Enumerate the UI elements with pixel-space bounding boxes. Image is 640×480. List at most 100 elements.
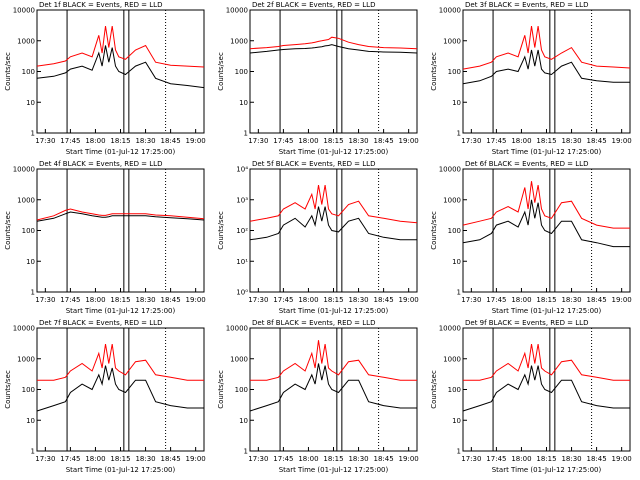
x-tick-label: 18:00 bbox=[85, 137, 105, 145]
plot-frame bbox=[36, 168, 205, 293]
x-tick-label: 19:00 bbox=[186, 455, 206, 463]
y-axis-label: Counts/sec bbox=[4, 370, 12, 409]
series-line bbox=[36, 45, 205, 89]
x-tick-label: 18:45 bbox=[161, 137, 181, 145]
x-tick-label: 17:45 bbox=[486, 137, 506, 145]
x-tick-label: 18:00 bbox=[511, 455, 531, 463]
x-tick-label: 17:45 bbox=[60, 137, 80, 145]
x-tick-label: 18:30 bbox=[348, 455, 368, 463]
x-tick-label: 18:30 bbox=[135, 455, 155, 463]
x-tick-label: 17:45 bbox=[486, 455, 506, 463]
x-tick-label: 18:30 bbox=[561, 296, 581, 304]
plot-frame bbox=[36, 9, 205, 134]
series-line bbox=[249, 206, 417, 241]
y-tick-label: 100 bbox=[235, 68, 248, 76]
panel-title: Det 3f BLACK = Events, RED = LLD bbox=[465, 1, 588, 9]
y-tick-label: 100 bbox=[22, 227, 35, 235]
x-tick-label: 18:30 bbox=[561, 137, 581, 145]
y-tick-label: 1000 bbox=[443, 355, 461, 363]
x-tick-label: 18:00 bbox=[298, 137, 318, 145]
x-tick-label: 18:45 bbox=[374, 137, 394, 145]
x-tick-label: 17:45 bbox=[273, 296, 293, 304]
x-tick-label: 18:30 bbox=[135, 137, 155, 145]
x-tick-label: 18:15 bbox=[323, 296, 343, 304]
y-tick-label: 10000 bbox=[439, 166, 461, 174]
x-tick-label: 17:30 bbox=[248, 137, 268, 145]
x-tick-label: 18:15 bbox=[536, 296, 556, 304]
x-tick-label: 17:45 bbox=[486, 296, 506, 304]
y-tick-label: 10000 bbox=[13, 325, 35, 333]
y-tick-label: 10⁴ bbox=[236, 166, 248, 174]
y-tick-label: 10³ bbox=[236, 196, 248, 204]
series-line bbox=[36, 208, 205, 221]
x-tick-label: 19:00 bbox=[399, 137, 419, 145]
series-line bbox=[37, 344, 204, 381]
y-tick-label: 10000 bbox=[13, 166, 35, 174]
y-tick-label: 1 bbox=[244, 448, 248, 456]
y-tick-label: 10 bbox=[26, 99, 35, 107]
x-tick-label: 17:30 bbox=[35, 455, 55, 463]
panel-title: Det 1f BLACK = Events, RED = LLD bbox=[39, 1, 162, 9]
x-tick-label: 19:00 bbox=[399, 296, 419, 304]
x-tick-label: 19:00 bbox=[612, 455, 632, 463]
x-axis-label: Start Time (01-Jul-12 17:25:00) bbox=[279, 307, 389, 315]
x-tick-label: 18:15 bbox=[110, 455, 130, 463]
panel-title: Det 5f BLACK = Events, RED = LLD bbox=[252, 160, 375, 168]
x-tick-label: 18:00 bbox=[298, 455, 318, 463]
x-axis-label: Start Time (01-Jul-12 17:25:00) bbox=[279, 466, 389, 474]
y-tick-label: 1000 bbox=[443, 37, 461, 45]
y-tick-label: 10000 bbox=[226, 7, 248, 15]
x-tick-label: 18:45 bbox=[587, 296, 607, 304]
x-tick-label: 19:00 bbox=[399, 455, 419, 463]
y-tick-label: 10 bbox=[26, 258, 35, 266]
series-line bbox=[249, 36, 418, 50]
x-axis-label: Start Time (01-Jul-12 17:25:00) bbox=[492, 148, 602, 156]
series-line bbox=[250, 340, 417, 381]
x-tick-label: 18:15 bbox=[536, 137, 556, 145]
panel-title: Det 8f BLACK = Events, RED = LLD bbox=[252, 319, 375, 327]
x-tick-label: 17:30 bbox=[461, 455, 481, 463]
x-tick-label: 17:30 bbox=[35, 137, 55, 145]
x-axis-label: Start Time (01-Jul-12 17:25:00) bbox=[279, 148, 389, 156]
x-tick-label: 18:00 bbox=[85, 296, 105, 304]
plot-frame bbox=[249, 327, 418, 452]
x-tick-label: 18:45 bbox=[374, 296, 394, 304]
y-tick-label: 100 bbox=[22, 386, 35, 394]
y-axis-label: Counts/sec bbox=[430, 211, 438, 250]
series-line bbox=[249, 185, 418, 224]
y-tick-label: 1000 bbox=[17, 196, 35, 204]
plot-frame bbox=[249, 9, 418, 134]
y-tick-label: 10 bbox=[452, 417, 461, 425]
y-tick-label: 10¹ bbox=[236, 258, 248, 266]
x-tick-label: 19:00 bbox=[612, 296, 632, 304]
x-tick-label: 18:00 bbox=[511, 137, 531, 145]
y-axis-label: Counts/sec bbox=[4, 52, 12, 91]
x-tick-label: 17:45 bbox=[273, 455, 293, 463]
y-tick-label: 1000 bbox=[17, 37, 35, 45]
y-tick-label: 10 bbox=[239, 417, 248, 425]
y-tick-label: 1 bbox=[244, 130, 248, 138]
x-tick-label: 17:30 bbox=[461, 296, 481, 304]
x-axis-label: Start Time (01-Jul-12 17:25:00) bbox=[66, 307, 176, 315]
y-tick-label: 1000 bbox=[17, 355, 35, 363]
x-tick-label: 17:30 bbox=[461, 137, 481, 145]
y-tick-label: 1 bbox=[457, 130, 461, 138]
series-line bbox=[463, 344, 630, 381]
y-tick-label: 10² bbox=[236, 227, 248, 235]
y-tick-label: 1000 bbox=[230, 37, 248, 45]
y-tick-label: 1000 bbox=[230, 355, 248, 363]
y-axis-label: Counts/sec bbox=[430, 52, 438, 91]
x-tick-label: 18:00 bbox=[298, 296, 318, 304]
series-line bbox=[462, 49, 630, 85]
x-tick-label: 18:45 bbox=[161, 296, 181, 304]
panel-title: Det 4f BLACK = Events, RED = LLD bbox=[39, 160, 162, 168]
y-axis-label: Counts/sec bbox=[4, 211, 12, 250]
y-tick-label: 1 bbox=[457, 289, 461, 297]
x-axis-label: Start Time (01-Jul-12 17:25:00) bbox=[66, 148, 176, 156]
y-axis-label: Counts/sec bbox=[217, 211, 225, 250]
x-tick-label: 18:15 bbox=[110, 296, 130, 304]
series-line bbox=[36, 26, 205, 68]
plot-frame bbox=[36, 327, 205, 452]
x-tick-label: 18:30 bbox=[135, 296, 155, 304]
